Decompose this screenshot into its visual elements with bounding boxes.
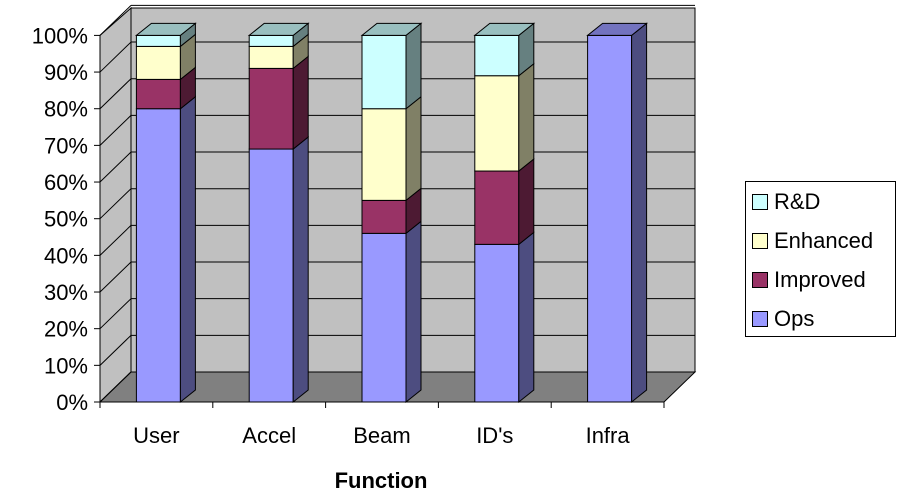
legend-swatch [752,233,768,249]
y-tick-label: 90% [44,60,88,85]
bar-segment-improved [135,78,181,110]
bar-segment-enhanced [248,45,294,69]
bar-segment-side [405,220,422,404]
bar-top [586,22,649,36]
bar-segment-improved [474,170,520,245]
y-tick-label: 60% [44,170,88,195]
bar-segment-enhanced [474,75,520,172]
gridline-side [99,5,132,36]
bar-top [247,22,310,36]
legend: R&D Enhanced Improved Ops [745,181,896,337]
bar-segment-side [518,62,535,173]
x-axis-title: Function [335,468,428,492]
bar-segment-side [292,55,309,151]
bar-segment-rd [248,34,294,47]
bar-segment-side [518,231,535,404]
y-tick-label: 50% [44,207,88,232]
gridline-side [99,371,132,403]
y-tick-label: 80% [44,97,88,122]
tick-labels: 0% 10% 20% 30% 40% 50% 60% 70% 80% 90% 100% [32,23,88,415]
bar-segment-side [292,136,309,404]
gridline-side [99,41,132,73]
gridline-side [99,225,132,256]
bar-segment-improved [361,199,407,234]
bar-stack [586,22,649,404]
bar-stack [360,22,423,404]
category-labels: User Accel Beam ID's Infra [133,423,630,448]
bar-segment-ops [248,148,294,403]
bar-segment-ops [474,243,520,403]
legend-label: Improved [774,267,866,292]
y-tick-label: 30% [44,280,88,305]
bar-segment-rd [474,34,520,77]
bar-segment-enhanced [361,108,407,201]
gridline-side [99,115,132,146]
y-tick-label: 0% [56,390,88,415]
y-tick-label: 20% [44,317,88,342]
category-label: Accel [242,423,296,448]
y-tick-label: 40% [44,243,88,268]
bar-group [134,22,649,404]
bar-top [360,22,423,36]
bar-segment-rd [135,34,181,47]
y-tick-label: 100% [32,23,88,48]
legend-label: Enhanced [774,228,874,253]
legend-label: Ops [774,306,815,331]
bar-segment-rd [361,34,407,110]
bar-segment-ops [361,232,407,403]
bar-segment-enhanced [135,45,181,80]
category-label: User [133,423,179,448]
bar-stack [134,22,197,404]
legend-item-improved: Improved [752,267,866,293]
category-label: Beam [353,423,410,448]
y-tick-label: 10% [44,353,88,378]
gridline-side [99,298,132,330]
bar-stack [473,22,536,404]
gridline-side [99,151,132,183]
bar-segment-ops [135,108,181,403]
legend-item-enhanced: Enhanced [752,228,873,254]
y-tick-label: 70% [44,133,88,158]
category-label: Infra [586,423,631,448]
legend-swatch [752,311,768,327]
legend-swatch [752,194,768,210]
bar-segment-improved [248,67,294,150]
gridline-side [99,334,132,366]
bar-top [134,22,197,36]
legend-item-rd: R&D [752,189,820,215]
category-label: ID's [476,423,513,448]
bar-top [473,22,536,36]
legend-item-ops: Ops [752,306,814,332]
gridline-side [99,261,132,293]
legend-swatch [752,272,768,288]
bar-stack [247,22,310,404]
bar-segment-side [631,22,648,404]
gridline-side [99,78,132,110]
bar-segment-side [179,95,196,404]
bar-segment-side [405,22,422,110]
gridline-side [99,188,132,220]
bar-segment-ops [587,34,633,403]
bar-segment-side [405,95,422,202]
bar-segment-side [518,158,535,246]
legend-label: R&D [774,189,821,214]
